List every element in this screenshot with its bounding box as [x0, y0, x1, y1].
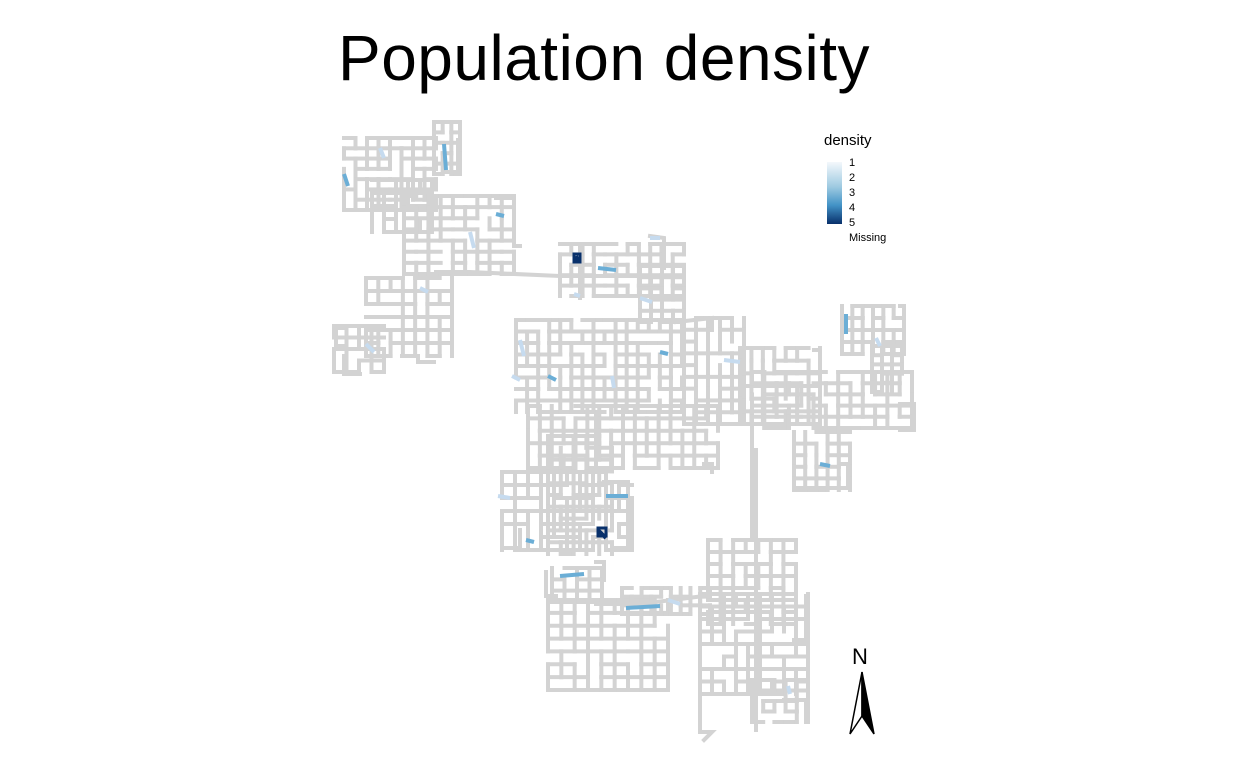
density-segment	[667, 598, 681, 606]
street-road	[792, 462, 850, 490]
legend-tick-2: 2	[849, 172, 856, 184]
density-segment	[723, 358, 741, 364]
density-segment	[364, 342, 376, 354]
street-road	[564, 242, 582, 300]
street-road	[342, 354, 362, 376]
north-arrow-icon	[849, 671, 875, 735]
legend-tick-3: 3	[849, 187, 856, 199]
north-label: N	[852, 644, 868, 669]
street-road	[898, 304, 906, 348]
density-cell	[572, 252, 582, 264]
legend-title: density	[824, 132, 872, 149]
street-road	[673, 315, 714, 332]
density-segment	[525, 538, 535, 544]
street-road	[444, 138, 460, 174]
street-road	[792, 594, 808, 642]
density-segment	[342, 173, 350, 187]
legend-color-bar	[827, 162, 842, 224]
street-road	[702, 462, 714, 474]
street-road	[594, 412, 614, 472]
density-segment	[639, 296, 653, 304]
street-road	[602, 480, 630, 550]
street-road	[494, 196, 522, 248]
density-segment	[874, 337, 882, 347]
street-road	[782, 698, 808, 724]
density-segment	[573, 292, 581, 298]
density-cell	[596, 526, 608, 538]
street-road	[434, 270, 642, 278]
street-road	[546, 674, 570, 692]
street-segments	[332, 120, 916, 743]
density-segment	[625, 604, 661, 610]
legend-tick-1: 1	[849, 157, 856, 169]
street-road	[400, 354, 436, 364]
density-segment	[442, 143, 448, 171]
density-segment	[786, 685, 792, 695]
legend-missing-label: Missing	[849, 232, 887, 244]
legend-body: 1 2 3 4 5 Missing	[824, 158, 914, 252]
density-segment	[495, 212, 505, 218]
map-title: Population density	[338, 22, 871, 94]
street-road	[504, 528, 522, 550]
street-road	[898, 402, 916, 432]
street-road	[812, 348, 822, 380]
street-road	[544, 570, 558, 598]
density-segment	[659, 350, 669, 356]
density-segment	[511, 374, 521, 382]
density-segment	[419, 286, 429, 294]
density-segment	[518, 339, 526, 357]
density-segments	[342, 143, 882, 695]
legend-tick-4: 4	[849, 202, 856, 214]
density-segment	[378, 147, 386, 159]
legend: density 1 2 3 4 5 Missing	[824, 133, 914, 252]
street-road	[334, 326, 346, 348]
legend-tick-5: 5	[849, 217, 856, 229]
street-road	[434, 120, 462, 138]
density-segment	[610, 375, 616, 389]
density-segment	[468, 231, 476, 249]
density-segment	[597, 266, 617, 272]
street-road	[594, 560, 606, 582]
street-road	[594, 593, 707, 606]
street-road	[698, 688, 717, 743]
density-segment	[547, 374, 557, 382]
density-segment	[497, 494, 511, 500]
density-segment	[819, 462, 831, 468]
density-segment	[559, 572, 585, 578]
